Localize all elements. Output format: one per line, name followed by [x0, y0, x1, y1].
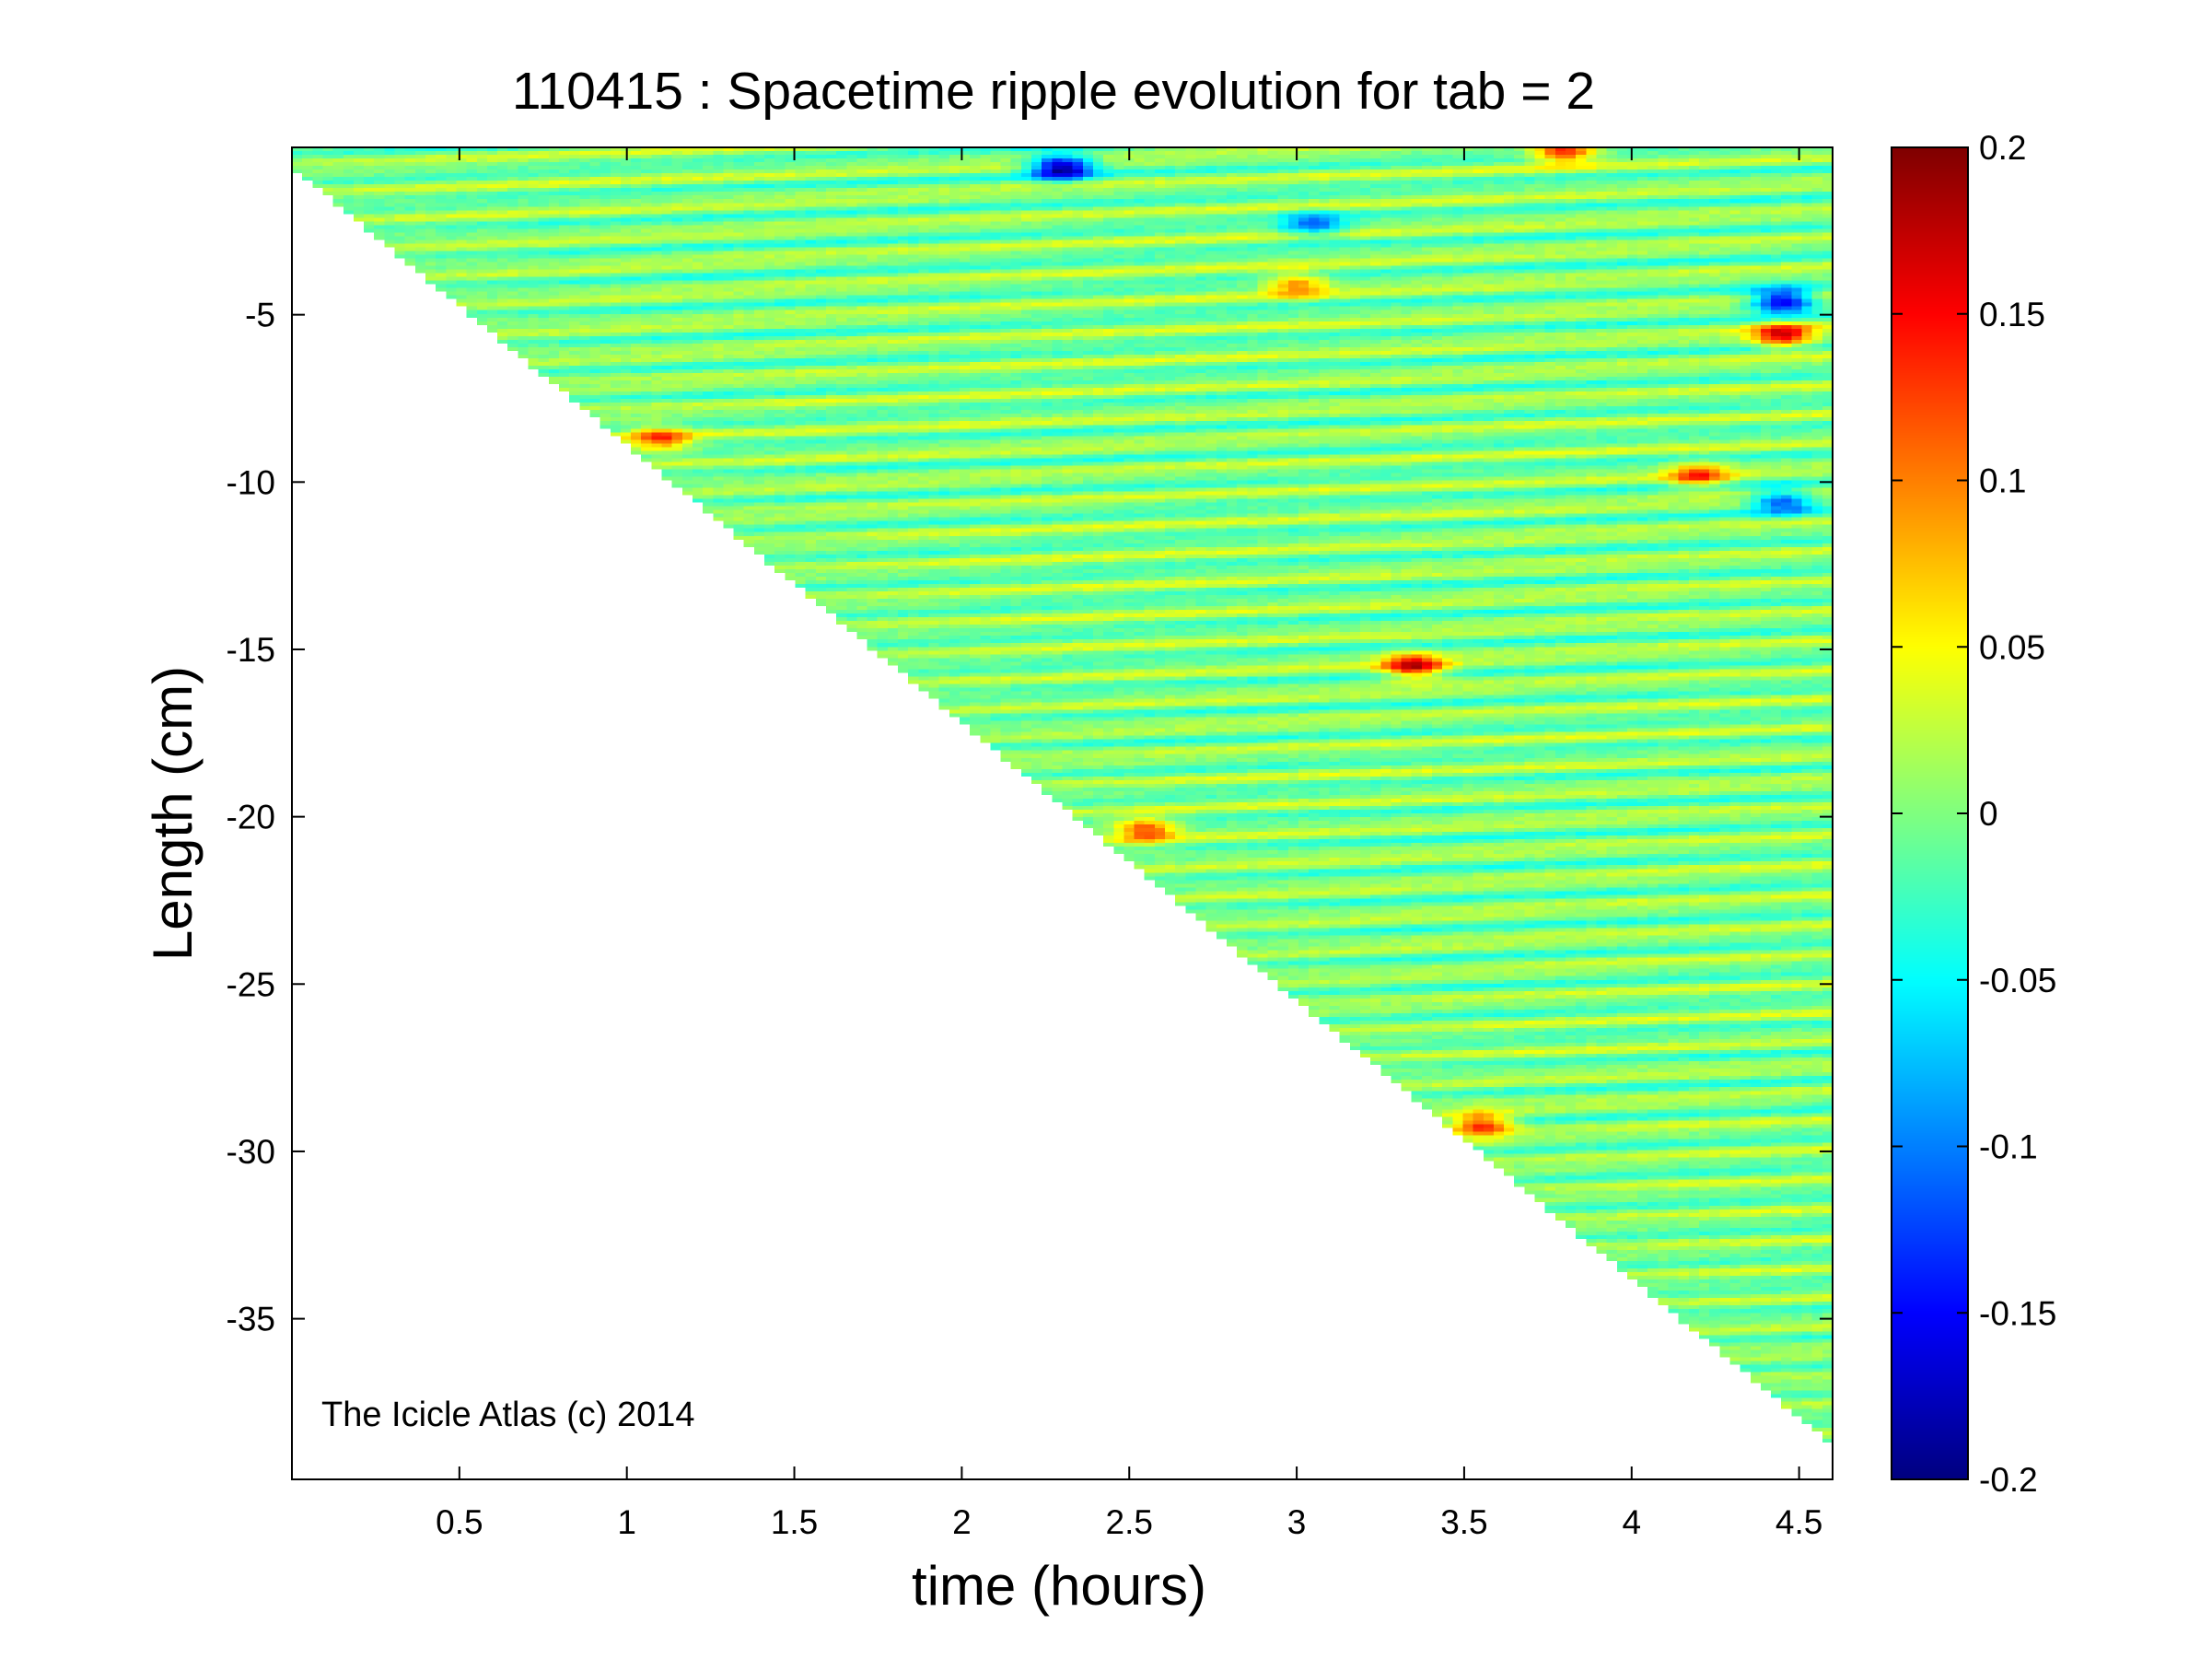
plot-frame — [291, 146, 1834, 1480]
colorbar-tick-label: 0.1 — [1979, 462, 2026, 500]
y-tick: -35 — [227, 1301, 1833, 1338]
x-tick-label: 3 — [1287, 1503, 1307, 1541]
y-tick: -15 — [227, 631, 1833, 669]
colorbar-tick: -0.05 — [1892, 962, 2056, 999]
y-tick-label: -20 — [227, 799, 275, 836]
colorbar-tick: 0.05 — [1892, 628, 2045, 666]
x-tick-label: 2 — [952, 1503, 972, 1541]
colorbar-tick: -0.1 — [1892, 1128, 2038, 1166]
y-tick: -30 — [227, 1133, 1833, 1171]
y-tick: -20 — [227, 799, 1833, 836]
x-tick: 2.5 — [1106, 147, 1153, 1541]
chart-title: 110415 : Spacetime ripple evolution for … — [512, 62, 1595, 121]
x-tick: 4 — [1622, 147, 1641, 1541]
y-tick: -10 — [227, 463, 1833, 501]
colorbar-tick-label: 0.05 — [1979, 628, 2045, 666]
plot-area — [291, 146, 1834, 1480]
x-tick: 4.5 — [1775, 147, 1822, 1541]
x-tick: 1.5 — [771, 147, 818, 1541]
x-axis-label: time (hours) — [912, 1555, 1206, 1617]
x-tick-label: 1 — [617, 1503, 636, 1541]
colorbar-tick: -0.2 — [1892, 1461, 2038, 1499]
x-tick: 3 — [1287, 147, 1307, 1541]
colorbar-tick: 0.15 — [1892, 296, 2045, 333]
colorbar: 0.2 0.15 0.1 0.05 0 -0.05 -0.1 -0.15 -0.2 — [1891, 129, 2056, 1499]
colorbar-tick-label: -0.1 — [1979, 1128, 2038, 1166]
colorbar-tick: 0 — [1892, 795, 1998, 833]
x-tick: 1 — [617, 147, 636, 1541]
colorbar-tick-label: 0.15 — [1979, 296, 2045, 333]
x-tick: 2 — [952, 147, 972, 1541]
y-tick-label: -30 — [227, 1133, 275, 1171]
x-tick-label: 4 — [1622, 1503, 1641, 1541]
y-tick-label: -25 — [227, 965, 275, 1003]
colorbar-tick-label: -0.05 — [1979, 962, 2056, 999]
y-axis-label: Length (cm) — [142, 666, 204, 961]
y-tick-label: -35 — [227, 1301, 275, 1338]
copyright-annotation: The Icicle Atlas (c) 2014 — [321, 1396, 695, 1434]
colorbar-tick-label: 0 — [1979, 795, 1998, 833]
x-axis-ticks: 0.5 1 1.5 2 2.5 3 3.5 4 4.5 — [436, 147, 1822, 1541]
heatmap-image — [292, 147, 1833, 1479]
x-tick-label: 3.5 — [1440, 1503, 1487, 1541]
colorbar-tick-label: 0.2 — [1979, 129, 2026, 167]
colorbar-tick: -0.15 — [1892, 1294, 2056, 1332]
y-tick: -25 — [227, 965, 1833, 1003]
x-tick-label: 2.5 — [1106, 1503, 1153, 1541]
y-tick: -5 — [245, 297, 1833, 334]
colorbar-tick-label: -0.15 — [1979, 1294, 2056, 1332]
colorbar-gradient — [1892, 147, 1968, 1479]
x-tick: 0.5 — [436, 147, 483, 1541]
y-axis-ticks: -5 -10 -15 -20 -25 -30 -35 — [227, 297, 1833, 1338]
x-tick-label: 4.5 — [1775, 1503, 1822, 1541]
x-tick-label: 0.5 — [436, 1503, 483, 1541]
colorbar-tick: 0.2 — [1892, 129, 2026, 167]
colorbar-tick: 0.1 — [1892, 462, 2026, 500]
y-tick-label: -10 — [227, 463, 275, 501]
x-tick-label: 1.5 — [771, 1503, 818, 1541]
colorbar-tick-label: -0.2 — [1979, 1461, 2038, 1499]
x-tick: 3.5 — [1440, 147, 1488, 1541]
y-tick-label: -15 — [227, 631, 275, 669]
y-tick-label: -5 — [245, 297, 275, 334]
colorbar-ticks: 0.2 0.15 0.1 0.05 0 -0.05 -0.1 -0.15 -0.2 — [1892, 129, 2056, 1499]
